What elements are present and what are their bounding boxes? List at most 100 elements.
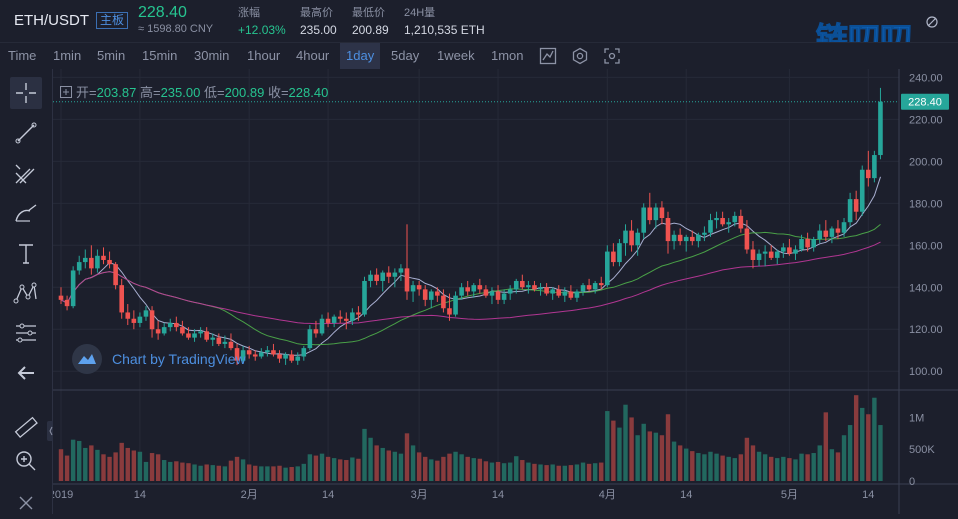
volume-tick-label: 0 [909, 476, 915, 488]
volume-bar [617, 427, 622, 481]
candle-body [82, 257, 88, 263]
volume-bar [471, 458, 476, 481]
volume-bar [70, 439, 76, 481]
back-arrow-icon[interactable] [10, 357, 42, 389]
candle-body [240, 350, 246, 361]
tf-4hour[interactable]: 4hour [296, 48, 330, 63]
tf-1mon[interactable]: 1mon [491, 48, 524, 63]
candle-body [635, 232, 640, 246]
volume-bar [368, 437, 373, 481]
tf-1min[interactable]: 1min [53, 48, 82, 63]
price-tick-label: 240.00 [909, 72, 943, 84]
candle-body [495, 291, 501, 300]
volume-bar [738, 454, 744, 481]
time-tick-label: 2019 [53, 489, 73, 501]
fullscreen-icon[interactable] [603, 47, 621, 65]
volume-bar [398, 453, 404, 481]
volume-bar [781, 456, 786, 481]
candle-body [374, 274, 379, 281]
volume-bar [125, 447, 130, 481]
candle-body [799, 238, 804, 250]
candle-body [738, 215, 744, 229]
volume-bar [465, 456, 470, 481]
volume-bar [671, 441, 677, 481]
candle-body [386, 272, 392, 277]
candle-body [853, 199, 859, 212]
candle-body [307, 329, 313, 349]
candle-body [192, 333, 197, 338]
tf-1week[interactable]: 1week [437, 48, 475, 63]
volume-bar [878, 425, 883, 481]
volume-bar [161, 460, 167, 481]
candle-body [720, 218, 725, 225]
candle-body [465, 287, 470, 292]
candle-body [841, 222, 847, 233]
close-icon[interactable] [10, 487, 42, 519]
pattern-icon[interactable] [10, 277, 42, 309]
high-label: 高= [139, 85, 161, 100]
candle-body [331, 316, 337, 323]
tradingview-badge[interactable]: Chart by TradingView [72, 344, 246, 374]
price-cny: ≈ 1598.80 CNY [138, 23, 214, 35]
tf-30min[interactable]: 30min [194, 48, 230, 63]
tf-15min[interactable]: 15min [142, 48, 178, 63]
volume-bar [301, 463, 306, 481]
candle-body [574, 291, 580, 298]
candle-body [435, 291, 440, 296]
volume-bar [435, 460, 440, 481]
tf-5min[interactable]: 5min [97, 48, 126, 63]
candle-body [368, 274, 373, 281]
volume-bar [477, 458, 483, 481]
candle-body [398, 268, 404, 273]
brush-icon[interactable] [10, 197, 42, 229]
stat-low: 最低价 200.89 [352, 4, 389, 37]
stat-volume-value: 1,210,535 ETH [404, 23, 485, 37]
zoom-in-icon[interactable] [10, 445, 42, 477]
volume-bar [520, 460, 525, 481]
volume-bar [544, 465, 549, 481]
last-price-tag [901, 93, 949, 110]
candle-body [550, 289, 555, 294]
volume-bar [805, 454, 810, 481]
volume-bar [210, 465, 215, 481]
volume-bar [107, 456, 112, 481]
candle-body [568, 291, 574, 298]
price-chart[interactable]: 100.00 120.00 140.00 160.00 180.00 200.00 220.… [53, 69, 958, 514]
candle-body [556, 289, 562, 296]
candle-body [58, 295, 64, 300]
tf-time[interactable]: Time [8, 48, 37, 63]
volume-bar [872, 397, 877, 481]
volume-bar [149, 453, 155, 481]
open-label: 开= [76, 85, 97, 100]
ma-fast-line [60, 176, 881, 356]
fib-icon[interactable] [10, 317, 42, 349]
crosshair-icon[interactable] [10, 77, 42, 109]
price-tick-label: 180.00 [909, 198, 943, 210]
ruler-icon[interactable] [10, 411, 42, 443]
volume-bar [295, 466, 300, 481]
volume-bar [186, 463, 191, 481]
expand-icon[interactable] [60, 86, 72, 98]
candle-body [805, 238, 810, 248]
volume-bar [635, 435, 640, 481]
candle-body [598, 283, 604, 286]
candle-body [665, 218, 671, 242]
candle-body [228, 341, 234, 349]
tf-1hour[interactable]: 1hour [247, 48, 281, 63]
candle-body [538, 287, 543, 290]
candle-body [611, 251, 616, 263]
candle-body [732, 215, 738, 223]
trend-line-icon[interactable] [10, 117, 42, 149]
settings-icon[interactable] [571, 47, 589, 65]
indicator-icon[interactable] [539, 47, 557, 65]
tradingview-logo-icon [72, 344, 102, 374]
pair-title[interactable]: ETH/USDT [14, 12, 89, 29]
tf-5day[interactable]: 5day [391, 48, 420, 63]
candle-body [866, 169, 871, 179]
pitchfork-icon[interactable] [10, 157, 42, 189]
candle-body [689, 236, 695, 242]
text-icon[interactable] [10, 237, 42, 269]
candle-body [204, 331, 209, 340]
volume-bar [113, 452, 118, 481]
tf-1day[interactable]: 1day [340, 43, 381, 69]
